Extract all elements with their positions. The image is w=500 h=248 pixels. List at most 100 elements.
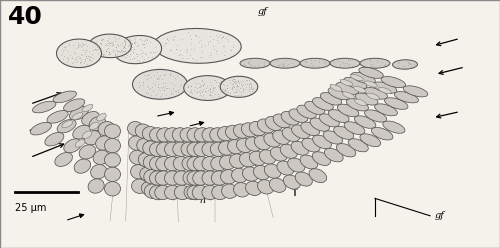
Point [283, 63, 291, 67]
Point [172, 89, 179, 93]
Ellipse shape [184, 76, 231, 100]
Point [74, 45, 82, 49]
Ellipse shape [258, 180, 274, 194]
Point [274, 63, 281, 67]
Ellipse shape [132, 69, 188, 99]
Point [210, 78, 218, 82]
Point [216, 80, 224, 84]
Point [95, 46, 103, 50]
Point [134, 44, 141, 48]
Point [123, 53, 131, 57]
Point [230, 43, 237, 47]
Text: gf: gf [258, 7, 268, 16]
Text: gf: gf [435, 211, 445, 220]
Point [113, 52, 121, 56]
Point [373, 58, 381, 62]
Point [141, 51, 149, 55]
Point [238, 84, 246, 88]
Point [130, 50, 138, 54]
Point [74, 41, 82, 45]
Ellipse shape [47, 111, 68, 123]
Point [160, 73, 168, 77]
Point [144, 84, 152, 88]
Point [112, 45, 120, 49]
Point [120, 45, 128, 49]
Ellipse shape [84, 131, 100, 145]
Point [182, 56, 190, 60]
Point [165, 87, 173, 91]
Point [122, 49, 130, 53]
Point [198, 55, 206, 59]
Ellipse shape [265, 117, 282, 130]
Point [90, 48, 98, 52]
Point [406, 62, 413, 66]
Point [196, 85, 204, 89]
Point [246, 64, 254, 68]
Point [108, 40, 116, 44]
Point [128, 42, 136, 46]
Ellipse shape [155, 171, 171, 185]
Point [237, 79, 245, 83]
Ellipse shape [328, 88, 350, 100]
Point [233, 84, 241, 88]
Point [220, 35, 228, 39]
Point [79, 48, 87, 52]
Point [105, 51, 113, 55]
Point [246, 78, 254, 82]
Point [153, 92, 161, 96]
Point [228, 85, 236, 89]
Point [132, 52, 140, 56]
Ellipse shape [346, 99, 368, 111]
Point [192, 33, 200, 37]
Point [374, 59, 382, 63]
Ellipse shape [372, 127, 393, 140]
Point [144, 91, 152, 95]
Point [86, 59, 94, 62]
Ellipse shape [284, 175, 300, 189]
Point [206, 87, 214, 91]
Point [336, 62, 344, 65]
Point [82, 52, 90, 56]
Point [247, 84, 255, 88]
Ellipse shape [150, 128, 166, 142]
Ellipse shape [96, 136, 112, 150]
Point [224, 90, 232, 94]
Point [168, 81, 175, 85]
Point [162, 93, 170, 97]
Point [206, 90, 214, 93]
Ellipse shape [72, 125, 90, 139]
Ellipse shape [242, 167, 258, 181]
Point [340, 63, 348, 67]
Point [208, 91, 216, 94]
Point [138, 83, 146, 87]
Point [208, 95, 216, 99]
Point [366, 64, 374, 68]
Point [144, 38, 152, 42]
Ellipse shape [143, 141, 159, 155]
Point [142, 90, 150, 94]
Point [249, 63, 257, 67]
Ellipse shape [292, 125, 310, 139]
Ellipse shape [154, 29, 241, 63]
Point [56, 53, 64, 57]
Point [166, 48, 174, 52]
Point [102, 41, 110, 45]
Ellipse shape [181, 142, 197, 156]
Point [214, 84, 222, 88]
Point [198, 90, 206, 94]
Point [58, 57, 66, 61]
Point [212, 49, 220, 53]
Point [144, 73, 152, 77]
Point [109, 49, 117, 53]
Point [230, 80, 238, 84]
Ellipse shape [360, 134, 380, 147]
Ellipse shape [104, 153, 120, 167]
Point [140, 73, 148, 77]
Point [216, 33, 224, 37]
Point [200, 82, 208, 86]
Point [201, 89, 209, 93]
Ellipse shape [330, 58, 360, 68]
Ellipse shape [128, 136, 144, 150]
Point [199, 87, 207, 91]
Point [118, 48, 126, 52]
